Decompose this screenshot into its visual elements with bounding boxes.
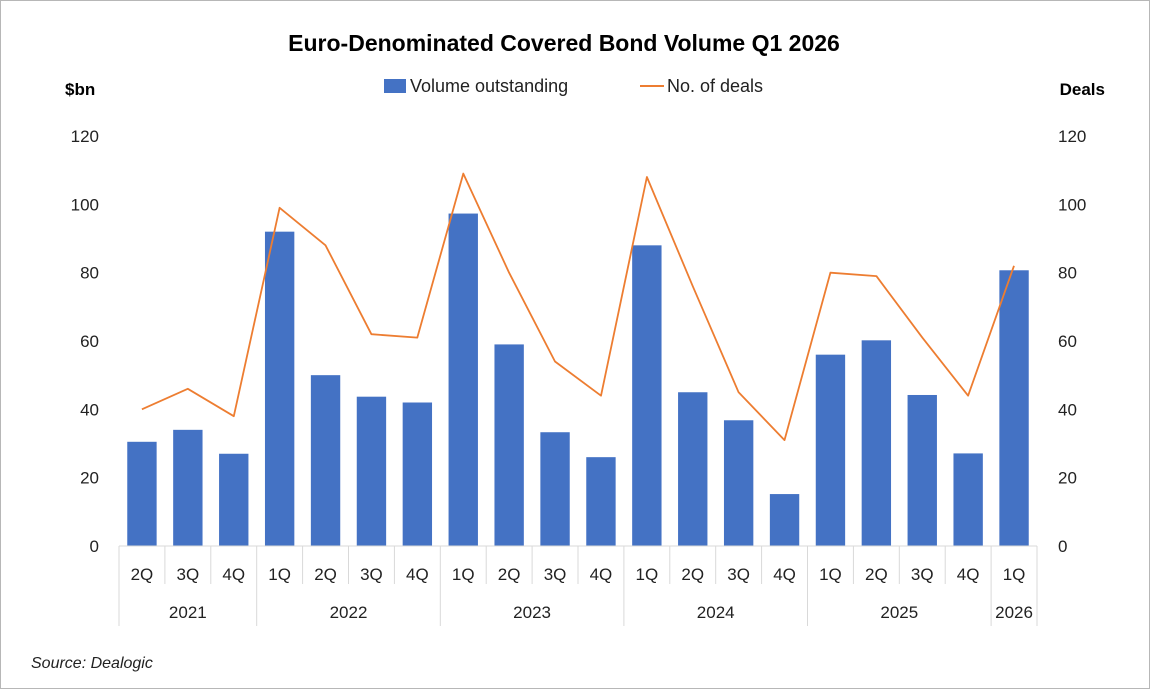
bar <box>402 402 433 546</box>
x-year-label: 2023 <box>513 603 551 622</box>
bar <box>723 420 754 546</box>
x-quarter-label: 4Q <box>773 565 796 584</box>
y-right-tick-label: 20 <box>1058 469 1077 488</box>
bar-series-volume <box>127 213 1029 547</box>
y-right-tick-label: 60 <box>1058 332 1077 351</box>
x-quarter-label: 1Q <box>268 565 291 584</box>
x-quarter-label: 1Q <box>1003 565 1026 584</box>
y-right-tick-label: 100 <box>1058 195 1086 214</box>
y-axis-right-title: Deals <box>1060 80 1105 99</box>
bar <box>861 340 892 546</box>
legend-label-deals: No. of deals <box>667 76 763 96</box>
bar <box>815 354 846 546</box>
y-right-tick-label: 0 <box>1058 537 1067 556</box>
y-axis-right: 0 20 40 60 80 100 120 <box>1058 127 1086 556</box>
x-year-label: 2025 <box>880 603 918 622</box>
source-note: Source: Dealogic <box>31 655 153 672</box>
legend: Volume outstanding No. of deals <box>384 76 763 96</box>
line-series-deals <box>141 172 1015 442</box>
bar <box>310 375 341 546</box>
legend-label-volume: Volume outstanding <box>410 76 568 96</box>
legend-swatch-volume <box>384 79 406 93</box>
x-quarter-label: 3Q <box>544 565 567 584</box>
x-quarter-label: 3Q <box>911 565 934 584</box>
y-left-tick-label: 80 <box>80 264 99 283</box>
bar <box>769 494 800 546</box>
bar <box>953 453 983 546</box>
x-quarter-label: 4Q <box>406 565 429 584</box>
x-quarter-label: 2Q <box>498 565 521 584</box>
y-left-tick-label: 40 <box>80 400 99 419</box>
x-quarter-label: 1Q <box>636 565 659 584</box>
bar <box>264 231 295 546</box>
x-quarter-label: 4Q <box>590 565 613 584</box>
x-year-label: 2026 <box>995 603 1033 622</box>
bar <box>678 392 708 546</box>
x-quarter-label: 2Q <box>681 565 704 584</box>
deals-line <box>141 172 1015 442</box>
bar <box>356 396 387 546</box>
y-right-tick-label: 40 <box>1058 400 1077 419</box>
x-year-label: 2024 <box>697 603 735 622</box>
bar <box>219 453 249 546</box>
bar <box>632 245 662 547</box>
y-left-tick-label: 100 <box>71 195 99 214</box>
y-right-tick-label: 80 <box>1058 264 1077 283</box>
x-quarter-label: 2Q <box>314 565 337 584</box>
y-left-tick-label: 20 <box>80 469 99 488</box>
bar <box>540 432 570 546</box>
bar <box>448 213 478 546</box>
x-year-label: 2021 <box>169 603 207 622</box>
x-quarter-label: 1Q <box>819 565 842 584</box>
y-axis-left-title: $bn <box>65 80 95 99</box>
y-left-tick-label: 120 <box>71 127 99 146</box>
x-quarter-label: 2Q <box>865 565 888 584</box>
y-left-tick-label: 0 <box>90 537 99 556</box>
bar <box>494 344 524 546</box>
x-quarter-label: 3Q <box>360 565 383 584</box>
bar <box>999 270 1029 546</box>
x-axis: 2Q 3Q 4Q 1Q 2Q 3Q 4Q 1Q 2Q 3Q 4Q 1Q 2Q 3Q 4Q 1Q 2Q 3Q 4Q 1Q… <box>118 545 1038 626</box>
y-left-tick-label: 60 <box>80 332 99 351</box>
bar <box>173 429 203 546</box>
bar <box>127 441 157 546</box>
x-year-label: 2022 <box>330 603 368 622</box>
x-quarter-label: 3Q <box>727 565 750 584</box>
y-axis-left: 0 20 40 60 80 100 120 <box>71 127 99 556</box>
bar <box>586 457 616 546</box>
chart-title: Euro-Denominated Covered Bond Volume Q1 … <box>288 30 840 56</box>
bar <box>907 394 937 546</box>
x-quarter-label: 4Q <box>222 565 245 584</box>
x-quarter-label: 2Q <box>131 565 154 584</box>
x-quarter-label: 4Q <box>957 565 980 584</box>
x-quarter-label: 1Q <box>452 565 475 584</box>
y-right-tick-label: 120 <box>1058 127 1086 146</box>
x-quarter-label: 3Q <box>177 565 200 584</box>
